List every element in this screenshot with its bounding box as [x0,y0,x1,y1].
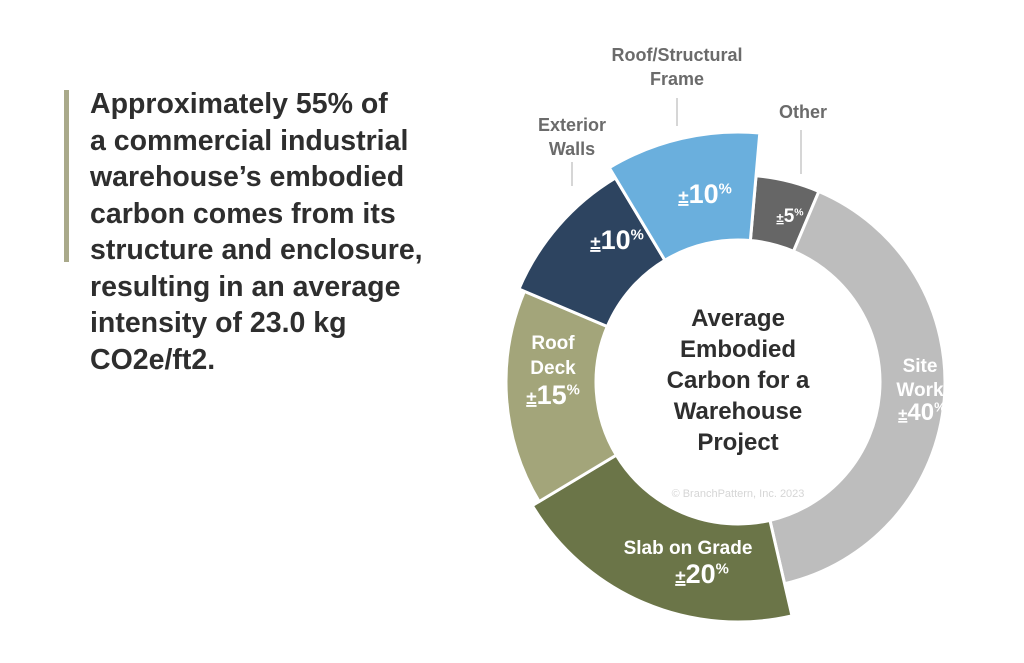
center-title-line: Warehouse [674,398,802,425]
slice-name-label: Other [779,102,827,122]
slice-value-label: ±40% [898,399,946,426]
slice-name-label: Roof/Structural [611,45,742,65]
headline-line: structure and enclosure, [90,234,423,266]
headline-line: a commercial industrial [90,124,409,157]
headline-line: intensity of 23.0 kg [90,307,347,339]
slice-roof-structural-frame [607,130,762,263]
headline-line: resulting in an average [90,270,401,303]
slice-name-label: Slab on Grade [624,538,753,559]
center-title-line: Carbon for a [667,367,810,394]
slice-name-label: Frame [650,69,704,89]
center-title-line: Project [697,429,778,456]
copyright: © BranchPattern, Inc. 2023 [672,488,805,500]
headline-line: warehouse’s embodied [90,161,405,193]
slice-slab-on-grade [530,453,794,624]
headline-line: Approximately 55% of [90,88,388,120]
slice-value-label: ±5% [776,206,803,227]
slice-site-work [768,189,947,586]
headline-line: carbon comes from its [90,197,396,230]
slice-value-label: ±15% [526,380,580,410]
slice-name-label: Exterior [538,115,606,135]
headline: Approximately 55% of a commercial indust… [90,86,470,378]
slice-value-label: ±20% [675,559,729,589]
slice-value-label: ±10% [590,225,644,255]
accent-bar [64,90,69,262]
center-title-line: Average [691,305,785,332]
slice-name-label: Site [903,356,938,377]
slice-name-label: Work [896,380,944,401]
headline-line: CO2e/ft2. [90,343,216,376]
slice-name-label: Roof [531,333,575,354]
chart-center-title: Average Embodied Carbon for a Warehouse … [667,305,810,456]
center-title-line: Embodied [680,336,796,363]
slice-name-label: Deck [530,358,576,379]
slice-value-label: ±10% [678,179,732,209]
slice-name-label: Walls [549,139,595,159]
